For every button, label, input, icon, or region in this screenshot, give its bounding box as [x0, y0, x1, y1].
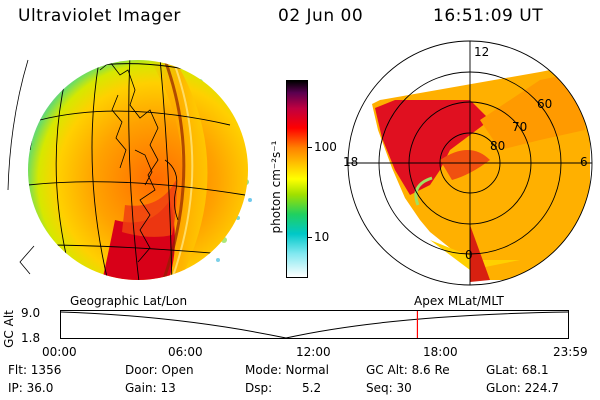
time-tick-0: 00:00 [42, 345, 77, 359]
altitude-ylabel-wrap: GC Alt [2, 310, 16, 348]
ip-value: IP: 36.0 [8, 381, 54, 395]
altitude-plot [60, 310, 569, 339]
polar-auroral-oval [375, 100, 490, 195]
apex-label: Apex MLat/MLT [414, 294, 504, 308]
altitude-plot-frame [60, 310, 569, 339]
mode-value: Mode: Normal [245, 363, 329, 377]
geo-latitude: GLat: 68.1 [486, 363, 549, 377]
polar-grid [347, 40, 593, 286]
mlt-6-label: 6 [580, 155, 588, 169]
altitude-curve [60, 311, 569, 339]
colorbar-unit-label: photon cm⁻²s⁻¹ [269, 140, 283, 234]
time-tick-4: 23:59 [553, 345, 588, 359]
gc-altitude: GC Alt: 8.6 Re [366, 363, 450, 377]
sequence-number: Seq: 30 [366, 381, 412, 395]
mlat-70-label: 70 [512, 120, 528, 134]
colorbar-tick-10-mark [307, 237, 312, 238]
geographic-label: Geographic Lat/Lon [70, 294, 188, 308]
flight-number: Flt: 1356 [8, 363, 62, 377]
time-tick-2: 12:00 [296, 345, 331, 359]
mlat-80-label: 80 [490, 139, 506, 153]
colorbar-tick-10: 10 [314, 230, 330, 244]
dsp-value: 5.2 [302, 381, 322, 395]
geographic-earth-image [7, 59, 252, 280]
mlt-18-label: 18 [343, 155, 359, 169]
door-status: Door: Open [125, 363, 194, 377]
colorbar-tick-100-mark [307, 147, 312, 148]
time-tick-3: 18:00 [423, 345, 458, 359]
colorbar-tick-100: 100 [314, 140, 337, 154]
dsp-label: Dsp: [245, 381, 273, 395]
mlat-60-label: 60 [537, 97, 553, 111]
altitude-ymin: 1.8 [21, 331, 41, 345]
time-label: 16:51:09 UT [433, 6, 544, 26]
altitude-ylabel: GC Alt [2, 310, 16, 348]
time-tick-1: 06:00 [168, 345, 203, 359]
geo-longitude: GLon: 224.7 [486, 381, 559, 395]
altitude-ymax: 9.0 [21, 306, 41, 320]
date-label: 02 Jun 00 [278, 6, 364, 26]
mlt-12-label: 12 [474, 45, 490, 59]
gain-value: Gain: 13 [125, 381, 176, 395]
instrument-title: Ultraviolet Imager [18, 6, 181, 26]
mlt-0-label: 0 [465, 248, 473, 262]
polar-plot [347, 40, 593, 286]
colorbar [286, 80, 308, 278]
